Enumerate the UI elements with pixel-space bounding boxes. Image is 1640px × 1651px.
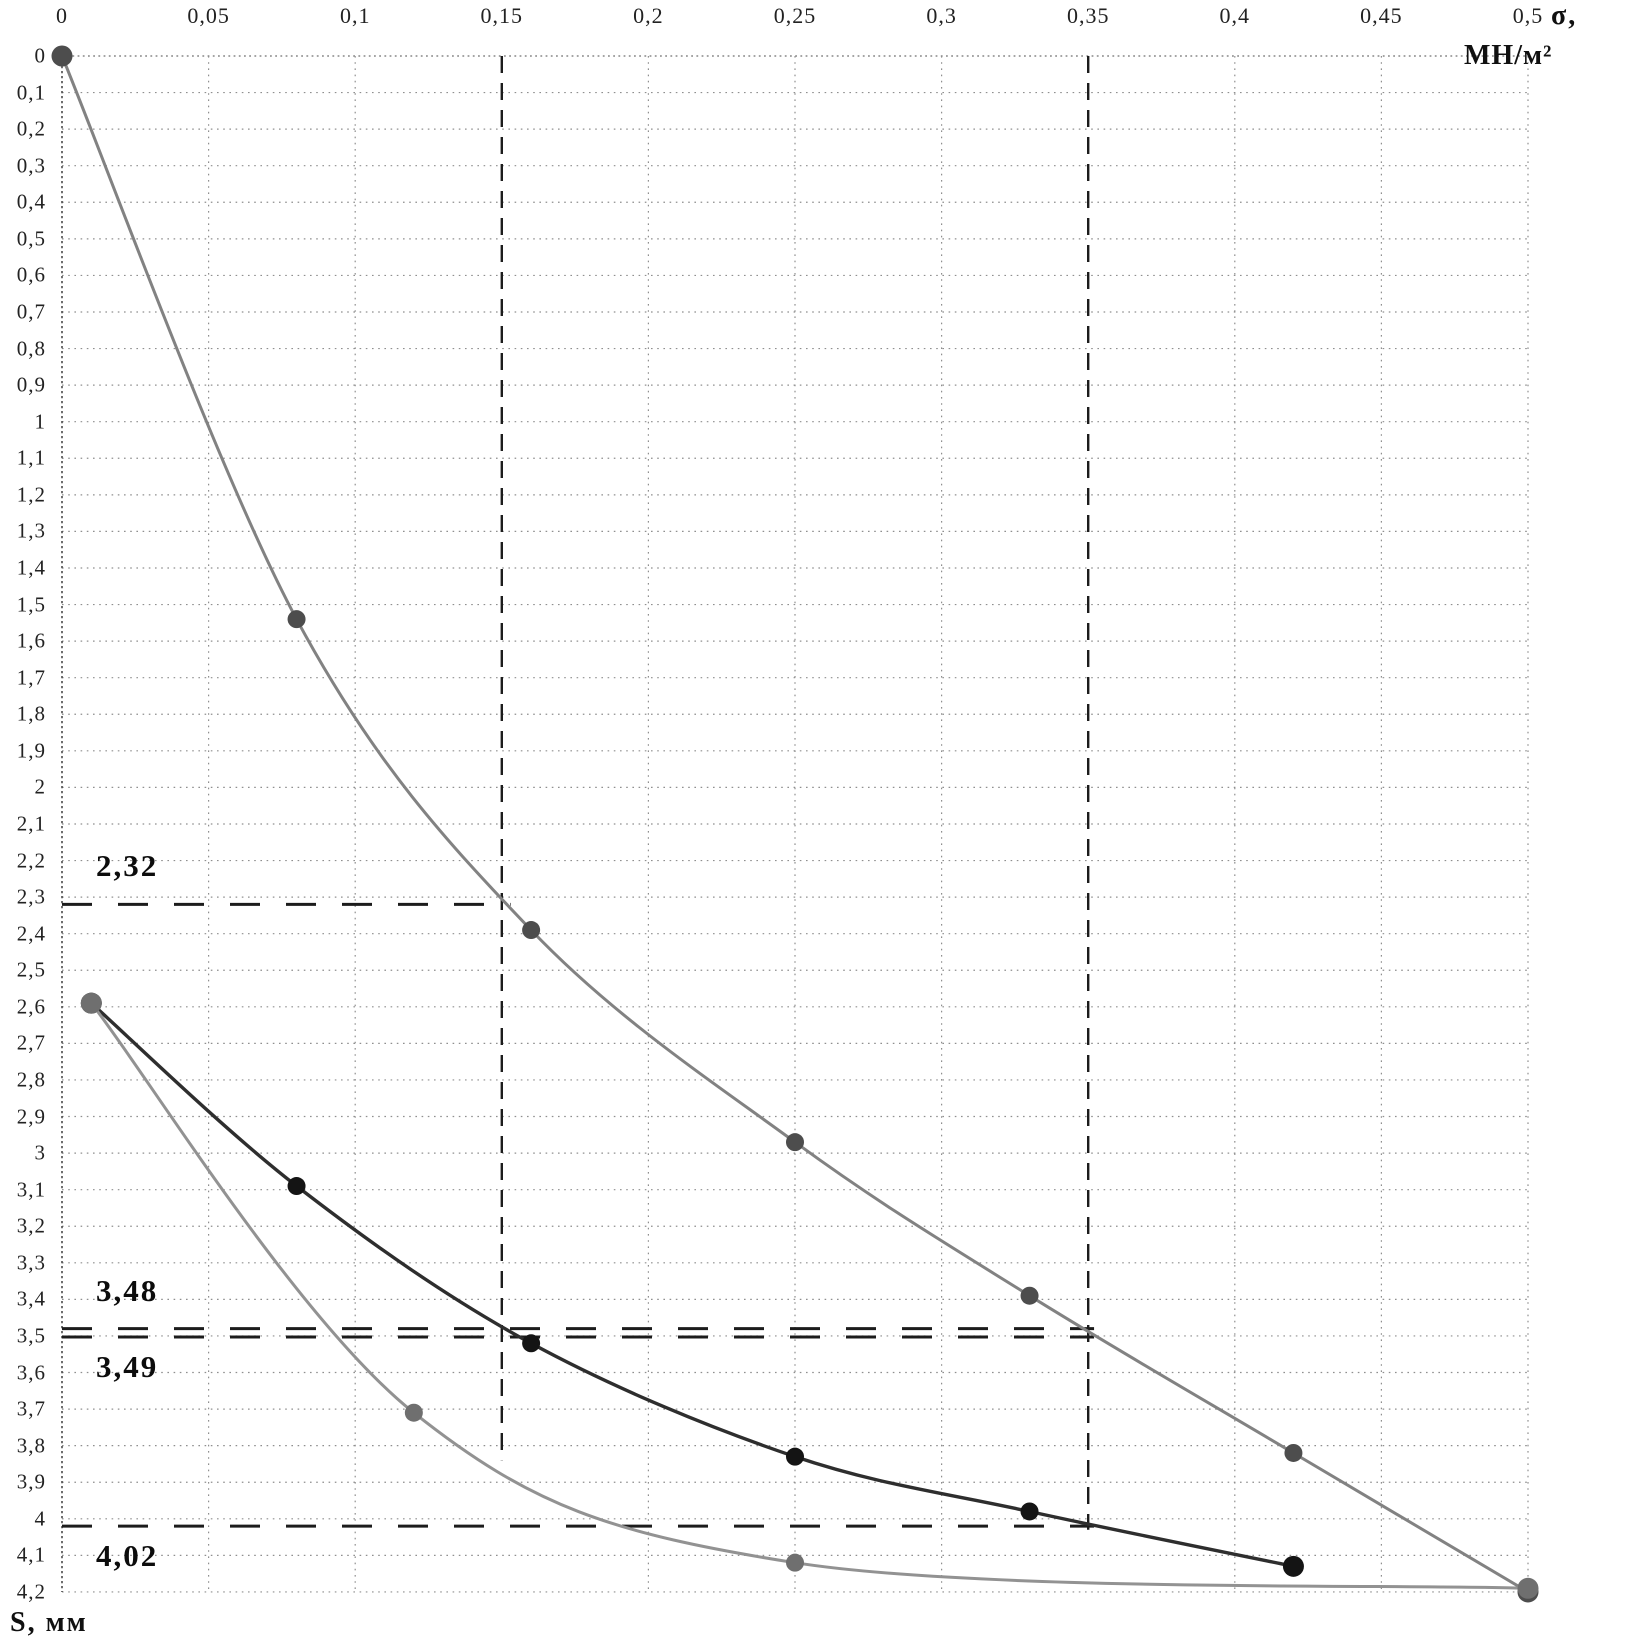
y-tick-label: 1,6	[16, 628, 46, 653]
data-point-marker	[786, 1553, 804, 1572]
y-tick-label: 1	[34, 409, 46, 434]
x-tick-label: 0,1	[339, 3, 371, 28]
y-tick-label: 0	[34, 43, 46, 68]
curve-2-middle	[80, 992, 1304, 1577]
data-point-marker	[287, 1177, 306, 1196]
y-tick-label: 0,4	[16, 189, 46, 214]
x-tick-label: 0,45	[1360, 3, 1403, 28]
y-tick-label: 1,5	[16, 592, 46, 617]
y-tick-label: 3,9	[16, 1469, 46, 1494]
y-tick-label: 0,9	[16, 372, 46, 397]
y-tick-label: 3	[34, 1140, 46, 1165]
y-tick-label: 3,4	[16, 1286, 46, 1311]
y-tick-label: 1,9	[16, 738, 46, 763]
y-tick-label: 3,1	[16, 1177, 46, 1202]
y-tick-label: 4	[34, 1506, 46, 1531]
y-tick-label: 2,5	[16, 957, 46, 982]
data-point-marker	[786, 1447, 804, 1466]
annotation-label: 3,48	[96, 1272, 159, 1308]
y-tick-label: 1,7	[16, 665, 46, 690]
y-tick-label: 2,3	[16, 884, 46, 909]
series-path	[90, 1002, 1529, 1590]
y-tick-label: 2,7	[16, 1030, 46, 1055]
y-tick-label: 1,1	[16, 445, 46, 470]
data-point-marker	[1020, 1502, 1039, 1521]
x-axis-title-units: МН/м²	[1464, 40, 1553, 71]
annotation-label: 3,49	[96, 1349, 159, 1385]
y-tick-label: 0,6	[16, 262, 46, 287]
x-axis-title-sigma: σ,	[1551, 0, 1578, 31]
data-point-marker	[1020, 1286, 1039, 1305]
data-point-marker	[522, 1334, 541, 1353]
y-tick-label: 1,4	[16, 555, 46, 580]
series-path	[90, 1001, 1294, 1568]
data-point-marker	[287, 610, 306, 629]
y-tick-label: 3,7	[16, 1396, 46, 1421]
y-tick-label: 2,9	[16, 1104, 46, 1129]
y-tick-label: 0,7	[16, 299, 46, 324]
grid	[61, 55, 1529, 1593]
annotation-label: 2,32	[96, 848, 159, 884]
series-path	[60, 55, 1529, 1594]
x-tick-label: 0	[56, 3, 68, 28]
y-tick-label: 0,1	[16, 80, 46, 105]
y-tick-label: 2,8	[16, 1067, 46, 1092]
x-tick-label: 0,4	[1219, 3, 1251, 28]
data-point-marker	[522, 921, 541, 940]
y-axis-title: S, мм	[10, 1607, 88, 1638]
y-tick-label: 0,2	[16, 116, 46, 141]
y-tick-label: 4,1	[16, 1542, 46, 1567]
data-point-marker	[1284, 1443, 1303, 1462]
y-tick-label: 0,3	[16, 153, 46, 178]
data-point-marker	[51, 45, 73, 67]
y-tick-label: 2	[34, 774, 46, 799]
y-tick-label: 3,2	[16, 1213, 46, 1238]
x-tick-label: 0,05	[187, 3, 230, 28]
y-tick-label: 1,8	[16, 701, 46, 726]
y-tick-label: 3,5	[16, 1323, 46, 1348]
y-tick-label: 0,5	[16, 226, 46, 251]
x-tick-label: 0,2	[633, 3, 664, 28]
curve-3-lower	[80, 992, 1539, 1599]
y-tick-label: 3,6	[16, 1360, 46, 1385]
y-tick-label: 3,8	[16, 1433, 46, 1458]
x-tick-label: 0,5	[1512, 3, 1544, 28]
data-point-marker	[1282, 1555, 1304, 1577]
y-tick-label: 0,8	[16, 336, 46, 361]
data-point-marker	[80, 992, 102, 1014]
y-tick-label: 2,4	[16, 921, 46, 946]
annotation-label: 4,02	[96, 1538, 159, 1574]
data-point-marker	[1517, 1577, 1539, 1599]
y-tick-label: 4,2	[16, 1579, 46, 1604]
y-tick-label: 2,2	[16, 848, 46, 873]
x-tick-label: 0,35	[1066, 3, 1110, 28]
data-point-marker	[404, 1403, 423, 1422]
y-tick-label: 1,3	[16, 518, 46, 543]
y-tick-label: 2,1	[16, 811, 46, 836]
x-tick-label: 0,3	[926, 3, 957, 28]
reference-lines	[62, 56, 1095, 1530]
y-tick-label: 1,2	[16, 482, 46, 507]
x-tick-label: 0,15	[480, 3, 524, 28]
y-tick-label: 2,6	[16, 994, 46, 1019]
x-tick-label: 0,25	[773, 3, 817, 28]
y-tick-label: 3,3	[16, 1250, 46, 1275]
data-point-marker	[786, 1133, 804, 1152]
